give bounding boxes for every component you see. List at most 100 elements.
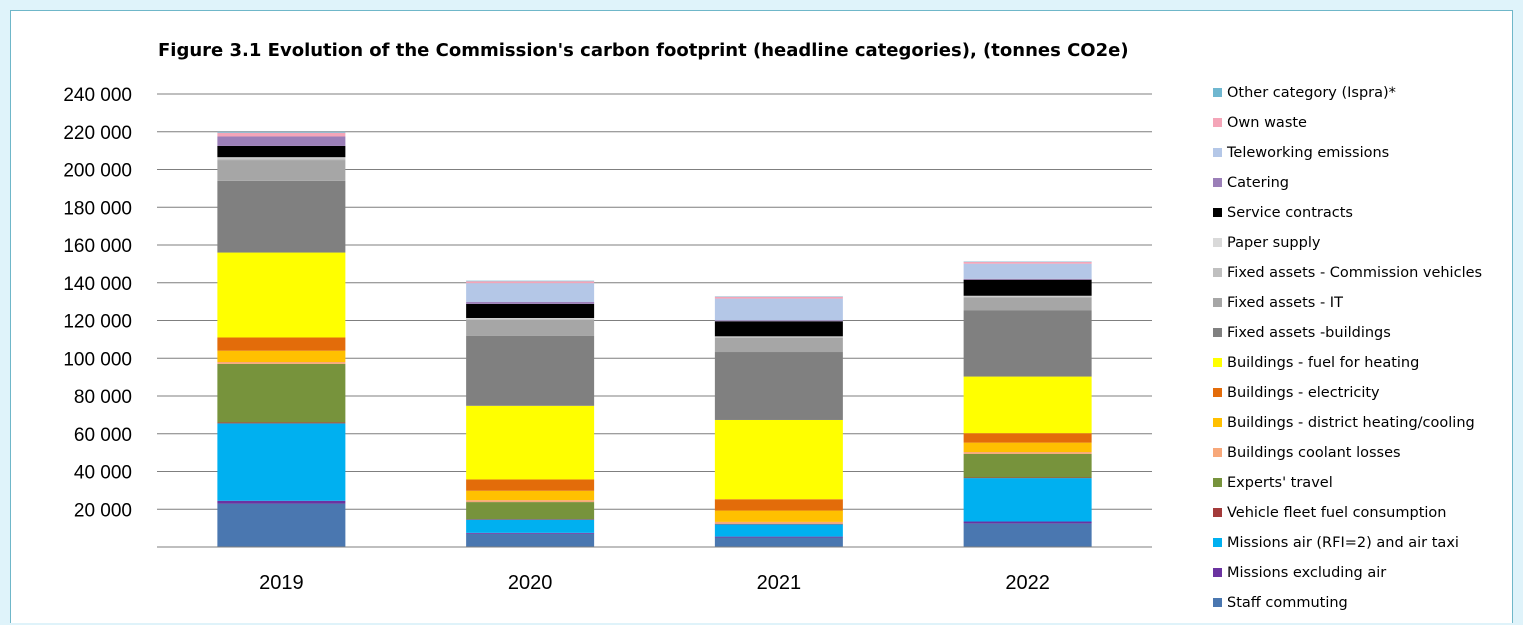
bar-segment	[714, 537, 843, 547]
bar-segment	[217, 362, 346, 364]
bar-segment	[963, 452, 1092, 454]
legend-swatch	[1213, 478, 1222, 487]
bar-segment	[466, 500, 595, 503]
y-tick-label: 160 000	[63, 236, 132, 257]
bar-segment	[714, 321, 843, 337]
bar-segment	[466, 318, 595, 320]
legend-swatch	[1213, 388, 1222, 397]
legend-label: Service contracts	[1227, 205, 1353, 221]
x-tick-label: 2022	[1005, 572, 1050, 594]
bar-segment	[714, 524, 843, 537]
bar-segment	[963, 263, 1092, 279]
legend-label: Buildings coolant losses	[1227, 445, 1401, 461]
bar-segment	[217, 503, 346, 547]
bar-segment	[217, 160, 346, 181]
chart-title: Figure 3.1 Evolution of the Commission's…	[158, 40, 1129, 61]
legend-label: Vehicle fleet fuel consumption	[1227, 505, 1446, 521]
bar-segment	[466, 479, 595, 491]
y-tick-label: 60 000	[74, 425, 132, 446]
legend-label: Fixed assets -buildings	[1227, 325, 1391, 341]
bar-segment	[714, 296, 843, 299]
bar-segment	[963, 442, 1092, 453]
legend-swatch	[1213, 268, 1222, 277]
bar-segment	[466, 405, 595, 480]
legend-swatch	[1213, 568, 1222, 577]
bar-segment	[466, 303, 595, 319]
legend-swatch	[1213, 328, 1222, 337]
bar-segment	[963, 295, 1092, 297]
legend-swatch	[1213, 538, 1222, 547]
bar-segment	[963, 296, 1092, 298]
legend-label: Fixed assets - IT	[1227, 295, 1343, 311]
bar-segment	[714, 352, 843, 420]
y-tick-label: 180 000	[63, 198, 132, 219]
y-tick-label: 80 000	[74, 387, 132, 408]
legend-swatch	[1213, 208, 1222, 217]
x-tick-label: 2020	[508, 572, 553, 594]
bar-segment	[217, 136, 346, 146]
legend-label: Buildings - district heating/cooling	[1227, 415, 1475, 431]
bar-segment	[466, 533, 595, 547]
y-axis-ticks: 20 000 40 000 60 000 80 000 100 000 120 000 14…	[63, 85, 132, 521]
y-tick-label: 20 000	[74, 500, 132, 521]
legend-swatch	[1213, 298, 1222, 307]
bar-segment	[217, 422, 346, 424]
legend-label: Staff commuting	[1227, 595, 1348, 611]
legend-swatch	[1213, 178, 1222, 187]
legend-swatch	[1213, 598, 1222, 607]
legend-label: Buildings - electricity	[1227, 385, 1380, 401]
bar-segment	[466, 519, 595, 520]
bar-segment	[714, 419, 843, 500]
legend-swatch	[1213, 118, 1222, 127]
x-axis-ticks: 2019 2020 2021 2022	[259, 572, 1050, 594]
bar-segment	[714, 499, 843, 511]
bar-segment	[466, 490, 595, 501]
bar-segment	[217, 337, 346, 351]
bar-segment	[963, 521, 1092, 524]
y-tick-label: 120 000	[63, 312, 132, 333]
bar-segment	[466, 519, 595, 533]
bar-segment	[217, 252, 346, 338]
bar-segment	[217, 363, 346, 423]
x-tick-label: 2019	[259, 572, 304, 594]
bar-segment	[466, 335, 595, 406]
legend-label: Other category (Ispra)*	[1227, 85, 1396, 101]
legend: Other category (Ispra)* Own waste Telework…	[1213, 85, 1482, 611]
bar-segment	[466, 302, 595, 304]
legend-swatch	[1213, 238, 1222, 247]
bar-segment	[217, 132, 346, 137]
legend-label: Buildings - fuel for heating	[1227, 355, 1419, 371]
y-tick-label: 200 000	[63, 161, 132, 182]
bar-segment	[963, 310, 1092, 377]
bar-segment	[714, 521, 843, 524]
bar-segment	[714, 510, 843, 522]
legend-swatch	[1213, 358, 1222, 367]
bar-segment	[466, 319, 595, 336]
bar-segment	[963, 376, 1092, 434]
y-tick-label: 220 000	[63, 123, 132, 144]
bar-segment	[714, 523, 843, 525]
y-tick-label: 240 000	[63, 85, 132, 106]
legend-label: Fixed assets - Commission vehicles	[1227, 265, 1482, 281]
bar-segment	[217, 157, 346, 159]
bar-segment	[963, 478, 1092, 522]
bar-segment	[714, 298, 843, 321]
bar-segment	[466, 502, 595, 520]
bar-segment	[217, 145, 346, 158]
y-tick-label: 40 000	[74, 463, 132, 484]
bars	[217, 131, 1092, 547]
bar-segment	[963, 523, 1092, 547]
legend-label: Own waste	[1227, 115, 1307, 131]
legend-label: Teleworking emissions	[1226, 145, 1389, 161]
legend-swatch	[1213, 508, 1222, 517]
legend-swatch	[1213, 418, 1222, 427]
legend-label: Experts' travel	[1227, 475, 1333, 491]
bar-segment	[963, 261, 1092, 264]
bar-segment	[963, 453, 1092, 478]
bar-segment	[217, 500, 346, 504]
bar-segment	[714, 536, 843, 538]
bar-segment	[963, 278, 1092, 280]
bar-segment	[963, 279, 1092, 296]
bar-segment	[217, 180, 346, 253]
bar-segment	[714, 336, 843, 338]
